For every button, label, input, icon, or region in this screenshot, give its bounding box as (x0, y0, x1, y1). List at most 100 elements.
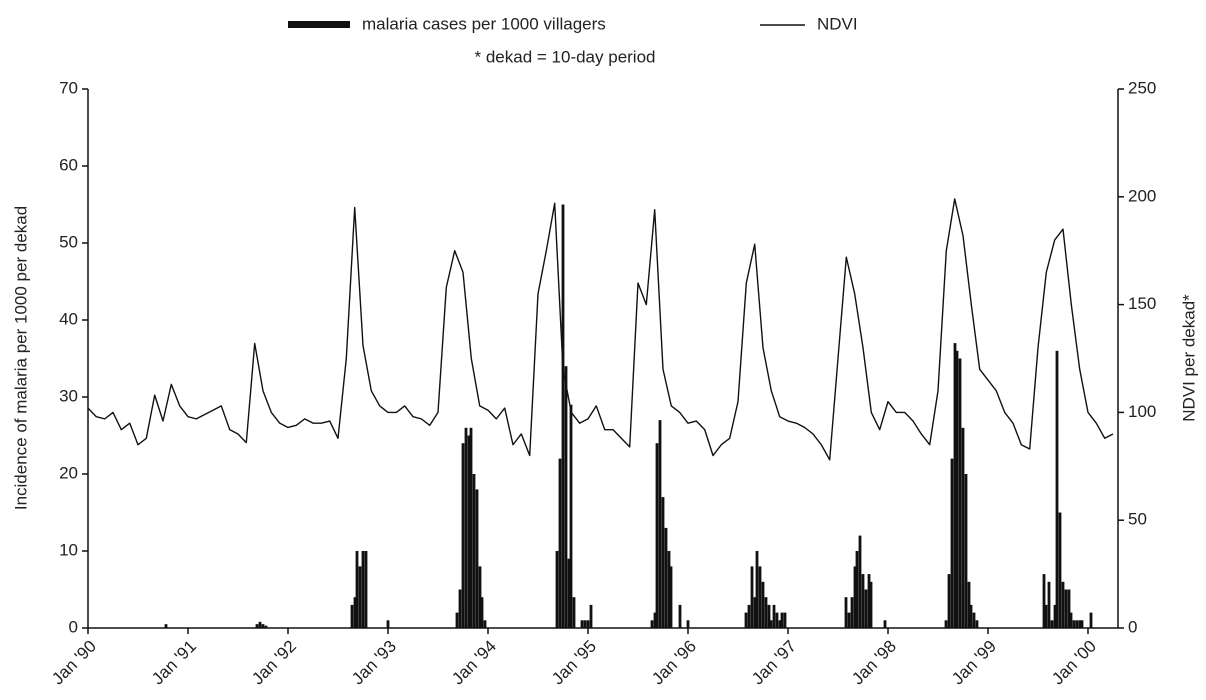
bar (958, 358, 962, 628)
x-tick-label: Jan '93 (348, 637, 400, 689)
bar (583, 620, 587, 628)
legend: malaria cases per 1000 villagers NDVI (288, 14, 858, 33)
bar (867, 574, 871, 628)
x-tick-label: Jan '90 (48, 637, 100, 689)
y-tick-label: 30 (59, 386, 78, 405)
bar (861, 574, 865, 628)
bar (769, 620, 773, 628)
bar (658, 420, 662, 628)
bar (589, 604, 593, 628)
bar (1064, 589, 1068, 628)
bar (1044, 604, 1048, 628)
bar (783, 612, 787, 628)
legend-label: malaria cases per 1000 villagers (362, 14, 606, 33)
legend-label: NDVI (817, 14, 858, 33)
bar (1069, 612, 1073, 628)
bar (261, 624, 265, 628)
x-tick-label: Jan '99 (948, 637, 1000, 689)
bar (655, 443, 659, 628)
bar (678, 604, 682, 628)
bar (164, 624, 168, 628)
bar (1042, 574, 1046, 628)
bar (350, 604, 354, 628)
bar (1075, 620, 1079, 628)
bar (358, 566, 362, 628)
bar (472, 474, 476, 628)
bar (955, 350, 959, 628)
bar (744, 612, 748, 628)
y2-axis-label: NDVI per dekad* (1179, 294, 1198, 422)
y2-tick-label: 100 (1128, 402, 1156, 421)
bar (661, 497, 665, 628)
bar (1047, 581, 1051, 628)
line (87, 198, 1114, 461)
bar (961, 427, 965, 628)
bar (469, 427, 473, 628)
y-tick-label: 20 (59, 463, 78, 482)
y2-tick-label: 200 (1128, 186, 1156, 205)
bar (1058, 512, 1062, 628)
bar (755, 551, 759, 628)
bar (580, 620, 584, 628)
legend-swatch-bar (288, 21, 350, 28)
bar (664, 527, 668, 628)
bar (969, 604, 973, 628)
bar (1061, 581, 1065, 628)
bar (747, 604, 751, 628)
bar (964, 474, 968, 628)
bar (1089, 612, 1093, 628)
y2-tick-label: 150 (1128, 294, 1156, 313)
bar (686, 620, 690, 628)
y-axis-label: Incidence of malaria per 1000 per dekad (11, 206, 30, 510)
bar (780, 612, 784, 628)
bar (1053, 604, 1057, 628)
y-tick-label: 10 (59, 540, 78, 559)
bar (864, 589, 868, 628)
bar (764, 597, 768, 628)
bar (855, 551, 859, 628)
bar (555, 551, 559, 628)
bar (653, 612, 657, 628)
y2-tick-label: 250 (1128, 78, 1156, 97)
bar (1055, 350, 1059, 628)
bar (772, 604, 776, 628)
x-tick-label: Jan '91 (148, 637, 200, 689)
bar (650, 620, 654, 628)
bar (558, 458, 562, 628)
bar (669, 566, 673, 628)
bar (458, 589, 462, 628)
bar (255, 624, 259, 628)
bar (572, 597, 576, 628)
bar (355, 551, 359, 628)
y-tick-label: 60 (59, 155, 78, 174)
bar (761, 581, 765, 628)
bar (853, 566, 857, 628)
bar (950, 458, 954, 628)
bar (464, 427, 468, 628)
x-tick-label: Jan '00 (1048, 637, 1100, 689)
y-tick-label: 0 (69, 617, 78, 636)
bar (953, 343, 957, 628)
bar (480, 597, 484, 628)
bar (361, 551, 365, 628)
bar (967, 581, 971, 628)
bar (847, 612, 851, 628)
y-tick-label: 50 (59, 232, 78, 251)
x-tick-label: Jan '95 (548, 637, 600, 689)
bar (883, 620, 887, 628)
bar (1078, 620, 1082, 628)
x-tick-label: Jan '97 (748, 637, 800, 689)
bar (778, 620, 782, 628)
x-tick-label: Jan '92 (248, 637, 300, 689)
bar (353, 597, 357, 628)
bar (758, 566, 762, 628)
bar (1067, 589, 1071, 628)
x-tick-label: Jan '98 (848, 637, 900, 689)
bar (455, 612, 459, 628)
bar (667, 551, 671, 628)
bar (564, 366, 568, 628)
bar (475, 489, 479, 628)
y2-tick-label: 0 (1128, 617, 1137, 636)
bar (264, 625, 268, 628)
